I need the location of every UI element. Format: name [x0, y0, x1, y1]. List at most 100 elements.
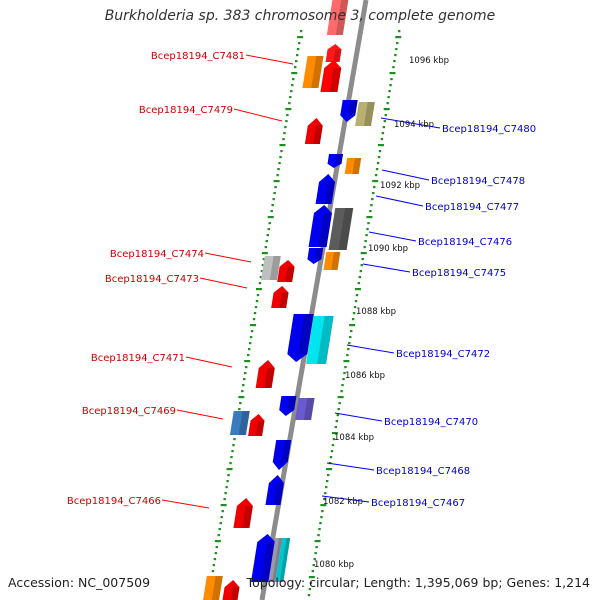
ring-tick — [254, 306, 258, 309]
ring-tick — [393, 60, 396, 63]
gene-red-7469 — [248, 414, 265, 436]
scale-label-1088: 1088 kbp — [356, 307, 396, 317]
gene-gray-7474 — [260, 256, 281, 280]
ring-tick — [225, 486, 228, 489]
ring-tick — [360, 252, 367, 255]
ring-tick — [336, 414, 339, 417]
ring-tick — [326, 468, 333, 471]
ring-tick — [313, 558, 316, 561]
gene-shade — [324, 182, 336, 204]
ring-tick — [353, 306, 357, 309]
gene-shade — [352, 158, 362, 174]
ring-tick — [244, 372, 247, 375]
ring-tick — [255, 288, 262, 291]
leader-line-left — [185, 356, 233, 368]
ring-tick — [318, 528, 321, 531]
ring-tick — [374, 174, 378, 177]
ring-tick — [324, 492, 327, 495]
gene-label-Bcep18194_C7468[interactable]: Bcep18194_C7468 — [376, 466, 470, 477]
gene-khaki-7480 — [355, 102, 375, 126]
leader-line-left — [233, 108, 283, 122]
gene-label-Bcep18194_C7479[interactable]: Bcep18194_C7479 — [139, 105, 233, 116]
ring-tick — [229, 462, 232, 465]
ring-tick — [390, 78, 393, 81]
gene-label-Bcep18194_C7480[interactable]: Bcep18194_C7480 — [442, 124, 536, 135]
ring-tick — [315, 546, 318, 549]
ring-tick — [285, 120, 288, 123]
ring-tick — [389, 72, 396, 75]
ring-tick — [331, 444, 335, 447]
ring-tick — [264, 246, 268, 249]
gene-shape — [326, 0, 350, 35]
gene-label-Bcep18194_C7473[interactable]: Bcep18194_C7473 — [105, 274, 199, 285]
ring-tick — [325, 486, 328, 489]
gene-label-Bcep18194_C7481[interactable]: Bcep18194_C7481 — [151, 51, 245, 62]
gene-label-Bcep18194_C7475[interactable]: Bcep18194_C7475 — [412, 268, 506, 279]
ring-tick — [372, 180, 379, 183]
gene-shade — [238, 411, 250, 435]
ring-tick — [226, 468, 233, 471]
ring-tick — [231, 450, 234, 453]
gene-label-Bcep18194_C7474[interactable]: Bcep18194_C7474 — [110, 249, 204, 260]
ring-tick — [273, 192, 276, 195]
ring-tick — [273, 180, 280, 183]
gene-blue-7465 — [250, 534, 276, 582]
gene-shape — [229, 411, 250, 435]
gene-shade — [338, 208, 354, 250]
ring-tick — [241, 390, 244, 393]
ring-tick — [247, 348, 251, 351]
gene-orange-bottom — [202, 576, 223, 600]
ring-tick — [278, 162, 281, 165]
gene-cyan-7472 — [306, 316, 334, 364]
ring-tick — [384, 114, 387, 117]
tick-ring-outer — [307, 30, 402, 597]
ring-tick — [232, 444, 235, 447]
ring-tick — [365, 234, 368, 237]
scale-label-1082: 1082 kbp — [323, 497, 363, 507]
ring-tick — [272, 198, 275, 201]
ring-tick — [261, 252, 268, 255]
ring-tick — [394, 54, 397, 57]
gene-shade — [280, 440, 292, 462]
gene-label-Bcep18194_C7477[interactable]: Bcep18194_C7477 — [425, 202, 519, 213]
ring-tick — [223, 498, 226, 501]
gene-shade — [329, 68, 342, 92]
gene-label-Bcep18194_C7470[interactable]: Bcep18194_C7470 — [384, 417, 478, 428]
gene-blue-7472 — [287, 314, 314, 362]
ring-tick — [279, 156, 282, 159]
gene-label-Bcep18194_C7469[interactable]: Bcep18194_C7469 — [82, 406, 176, 417]
ring-tick — [359, 270, 362, 273]
leader-line-left — [245, 54, 294, 65]
gene-label-Bcep18194_C7478[interactable]: Bcep18194_C7478 — [431, 176, 525, 187]
ring-tick — [295, 54, 299, 57]
gene-label-Bcep18194_C7472[interactable]: Bcep18194_C7472 — [396, 349, 490, 360]
gene-label-Bcep18194_C7471[interactable]: Bcep18194_C7471 — [91, 353, 185, 364]
gene-shape — [233, 498, 253, 528]
map-title: Burkholderia sp. 383 chromosome 3, compl… — [104, 8, 496, 24]
ring-tick — [286, 114, 289, 117]
gene-label-Bcep18194_C7467[interactable]: Bcep18194_C7467 — [371, 498, 465, 509]
scale-label-1084: 1084 kbp — [334, 433, 374, 443]
gene-label-Bcep18194_C7476[interactable]: Bcep18194_C7476 — [418, 237, 512, 248]
leader-line-right — [381, 169, 430, 181]
gene-shade — [260, 542, 276, 582]
gene-shade — [333, 49, 342, 62]
gene-label-Bcep18194_C7466[interactable]: Bcep18194_C7466 — [67, 496, 161, 507]
ring-tick — [311, 570, 314, 573]
ring-tick — [326, 474, 330, 477]
ring-tick — [270, 210, 273, 213]
gene-shade — [318, 213, 332, 247]
ring-tick — [295, 60, 298, 63]
accession-text: Accession: NC_007509 — [8, 575, 151, 590]
gene-shape — [265, 475, 284, 505]
gene-blue-7470 — [279, 396, 297, 416]
gene-shape — [295, 398, 315, 420]
ring-tick — [314, 540, 321, 543]
ring-tick — [361, 258, 364, 261]
gene-blue-7467 — [265, 475, 284, 505]
ring-tick — [214, 540, 221, 543]
ring-tick — [252, 318, 256, 321]
ring-tick — [267, 228, 270, 231]
ring-tick — [360, 264, 363, 267]
ring-tick — [317, 534, 320, 537]
